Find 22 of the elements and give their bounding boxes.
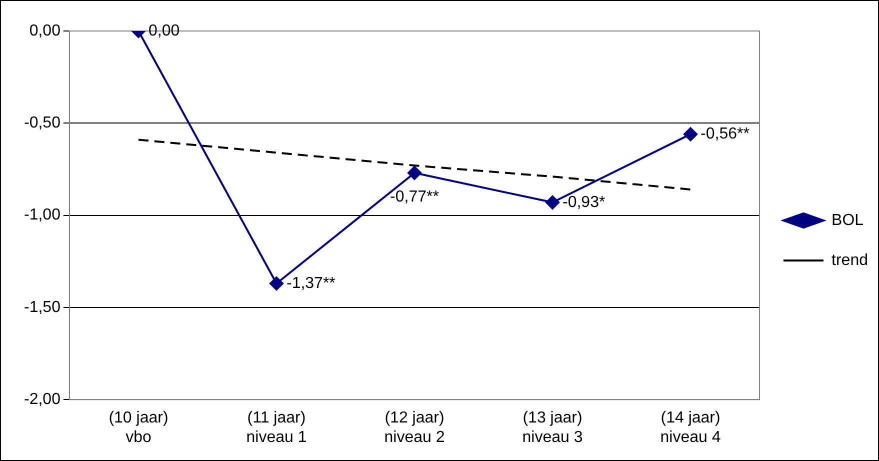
x-tick-label: (11 jaar) niveau 1 [246, 410, 307, 446]
y-tick-label: -0,50 [24, 114, 61, 132]
point [684, 127, 698, 142]
y-tick-label: -1,00 [24, 206, 61, 224]
point [408, 166, 422, 180]
data-label: -1,37** [286, 274, 336, 292]
x-tick-label: (13 jaar) niveau 3 [522, 410, 583, 446]
point [269, 276, 284, 290]
y-tick-label: 0,00 [29, 22, 61, 40]
data-label: -0,56** [700, 126, 750, 143]
legend-label: trend [832, 252, 868, 269]
x-tick-label: (12 jaar) niveau 2 [384, 410, 445, 446]
data-label: -0,93* [562, 194, 606, 211]
data-label: -0,77** [390, 188, 439, 206]
x-tick-label: (14 jaar) niveau 4 [660, 410, 721, 446]
legend-label: BOL [832, 212, 864, 229]
y-tick-label: -1,50 [24, 298, 61, 316]
y-tick-label: -2,00 [24, 391, 61, 408]
point [546, 195, 560, 210]
x-tick-label: (10 jaar) vbo [108, 410, 168, 446]
line-series [137, 138, 692, 190]
data-label: 0,00 [148, 22, 180, 40]
